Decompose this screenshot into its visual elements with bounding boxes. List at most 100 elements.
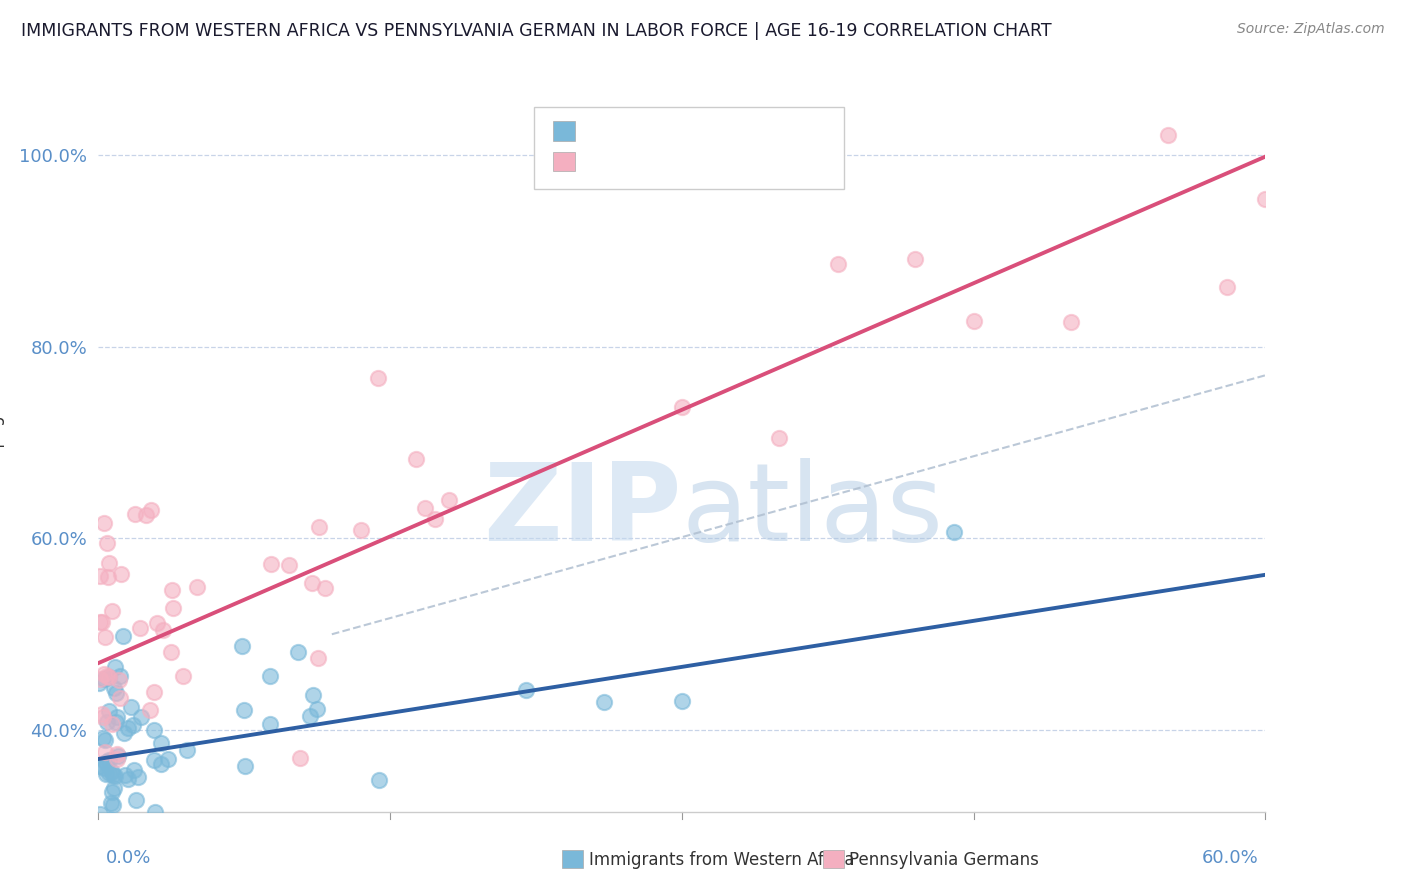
Point — [93, 733, 115, 747]
Point — [120, 699, 142, 714]
Point — [98, 705, 121, 719]
Point — [117, 721, 139, 735]
Point — [103, 780, 125, 795]
Point — [96, 714, 118, 729]
Point — [87, 676, 110, 690]
Point — [114, 768, 136, 782]
Point — [98, 670, 121, 684]
Point — [259, 716, 281, 731]
Point — [307, 650, 329, 665]
Point — [172, 668, 194, 682]
Point — [100, 717, 122, 731]
Point — [160, 645, 183, 659]
Point — [290, 750, 312, 764]
Point — [943, 524, 966, 539]
Point — [298, 709, 321, 723]
Point — [124, 507, 146, 521]
Point — [98, 766, 121, 780]
Point — [127, 770, 149, 784]
Point — [233, 759, 256, 773]
Point — [118, 823, 141, 838]
Point — [139, 503, 162, 517]
Point — [904, 252, 927, 267]
Point — [112, 726, 135, 740]
Text: R = 0.386   N = 66: R = 0.386 N = 66 — [583, 121, 783, 141]
Point — [671, 400, 693, 414]
Point — [97, 753, 120, 767]
Point — [129, 710, 152, 724]
Point — [104, 714, 127, 729]
Point — [101, 768, 124, 782]
Point — [1157, 128, 1180, 143]
Point — [1294, 128, 1316, 143]
Point — [233, 703, 256, 717]
Point — [105, 686, 128, 700]
Text: ZIP: ZIP — [484, 458, 682, 564]
Point — [100, 796, 122, 810]
Point — [108, 673, 131, 687]
Point — [259, 669, 281, 683]
Point — [1254, 192, 1277, 206]
Point — [89, 758, 111, 772]
Point — [90, 845, 112, 859]
Point — [671, 694, 693, 708]
Point — [93, 516, 115, 530]
Point — [94, 745, 117, 759]
Point — [142, 723, 165, 738]
Point — [105, 747, 128, 762]
Point — [98, 813, 121, 827]
Point — [101, 798, 124, 813]
Point — [105, 710, 128, 724]
Point — [129, 621, 152, 635]
Point — [89, 569, 111, 583]
Point — [98, 557, 121, 571]
Point — [139, 703, 162, 717]
Point — [94, 755, 117, 769]
Point — [367, 772, 389, 787]
Point — [101, 604, 124, 618]
Point — [96, 669, 118, 683]
Point — [146, 615, 169, 630]
Point — [405, 451, 427, 466]
Point — [93, 666, 115, 681]
Text: IMMIGRANTS FROM WESTERN AFRICA VS PENNSYLVANIA GERMAN IN LABOR FORCE | AGE 16-19: IMMIGRANTS FROM WESTERN AFRICA VS PENNSY… — [21, 22, 1052, 40]
Point — [97, 570, 120, 584]
Point — [768, 431, 790, 445]
Point — [260, 558, 283, 572]
Point — [350, 523, 373, 537]
Text: Pennsylvania Germans: Pennsylvania Germans — [849, 851, 1039, 869]
Point — [125, 793, 148, 807]
Point — [314, 582, 336, 596]
Point — [107, 749, 129, 764]
Point — [89, 672, 111, 686]
Point — [1351, 178, 1374, 192]
Text: R = 0.553   N = 60: R = 0.553 N = 60 — [583, 152, 783, 171]
Point — [142, 685, 165, 699]
Point — [104, 769, 127, 783]
Point — [117, 772, 139, 787]
Point — [152, 623, 174, 637]
Point — [1215, 280, 1237, 294]
Point — [301, 576, 323, 591]
Point — [104, 659, 127, 673]
Point — [413, 501, 436, 516]
Point — [157, 752, 180, 766]
Point — [93, 672, 115, 686]
Point — [149, 757, 172, 772]
Point — [93, 762, 115, 776]
Point — [305, 702, 328, 716]
Point — [278, 558, 301, 573]
Point — [143, 805, 166, 820]
Point — [98, 670, 121, 684]
Point — [1060, 315, 1083, 329]
Point — [110, 566, 132, 581]
Point — [96, 766, 118, 780]
Point — [89, 807, 111, 822]
Point — [94, 756, 117, 770]
Point — [89, 615, 111, 629]
Point — [176, 743, 198, 757]
Point — [91, 731, 114, 745]
Text: Source: ZipAtlas.com: Source: ZipAtlas.com — [1237, 22, 1385, 37]
Point — [96, 536, 118, 550]
Point — [149, 736, 172, 750]
